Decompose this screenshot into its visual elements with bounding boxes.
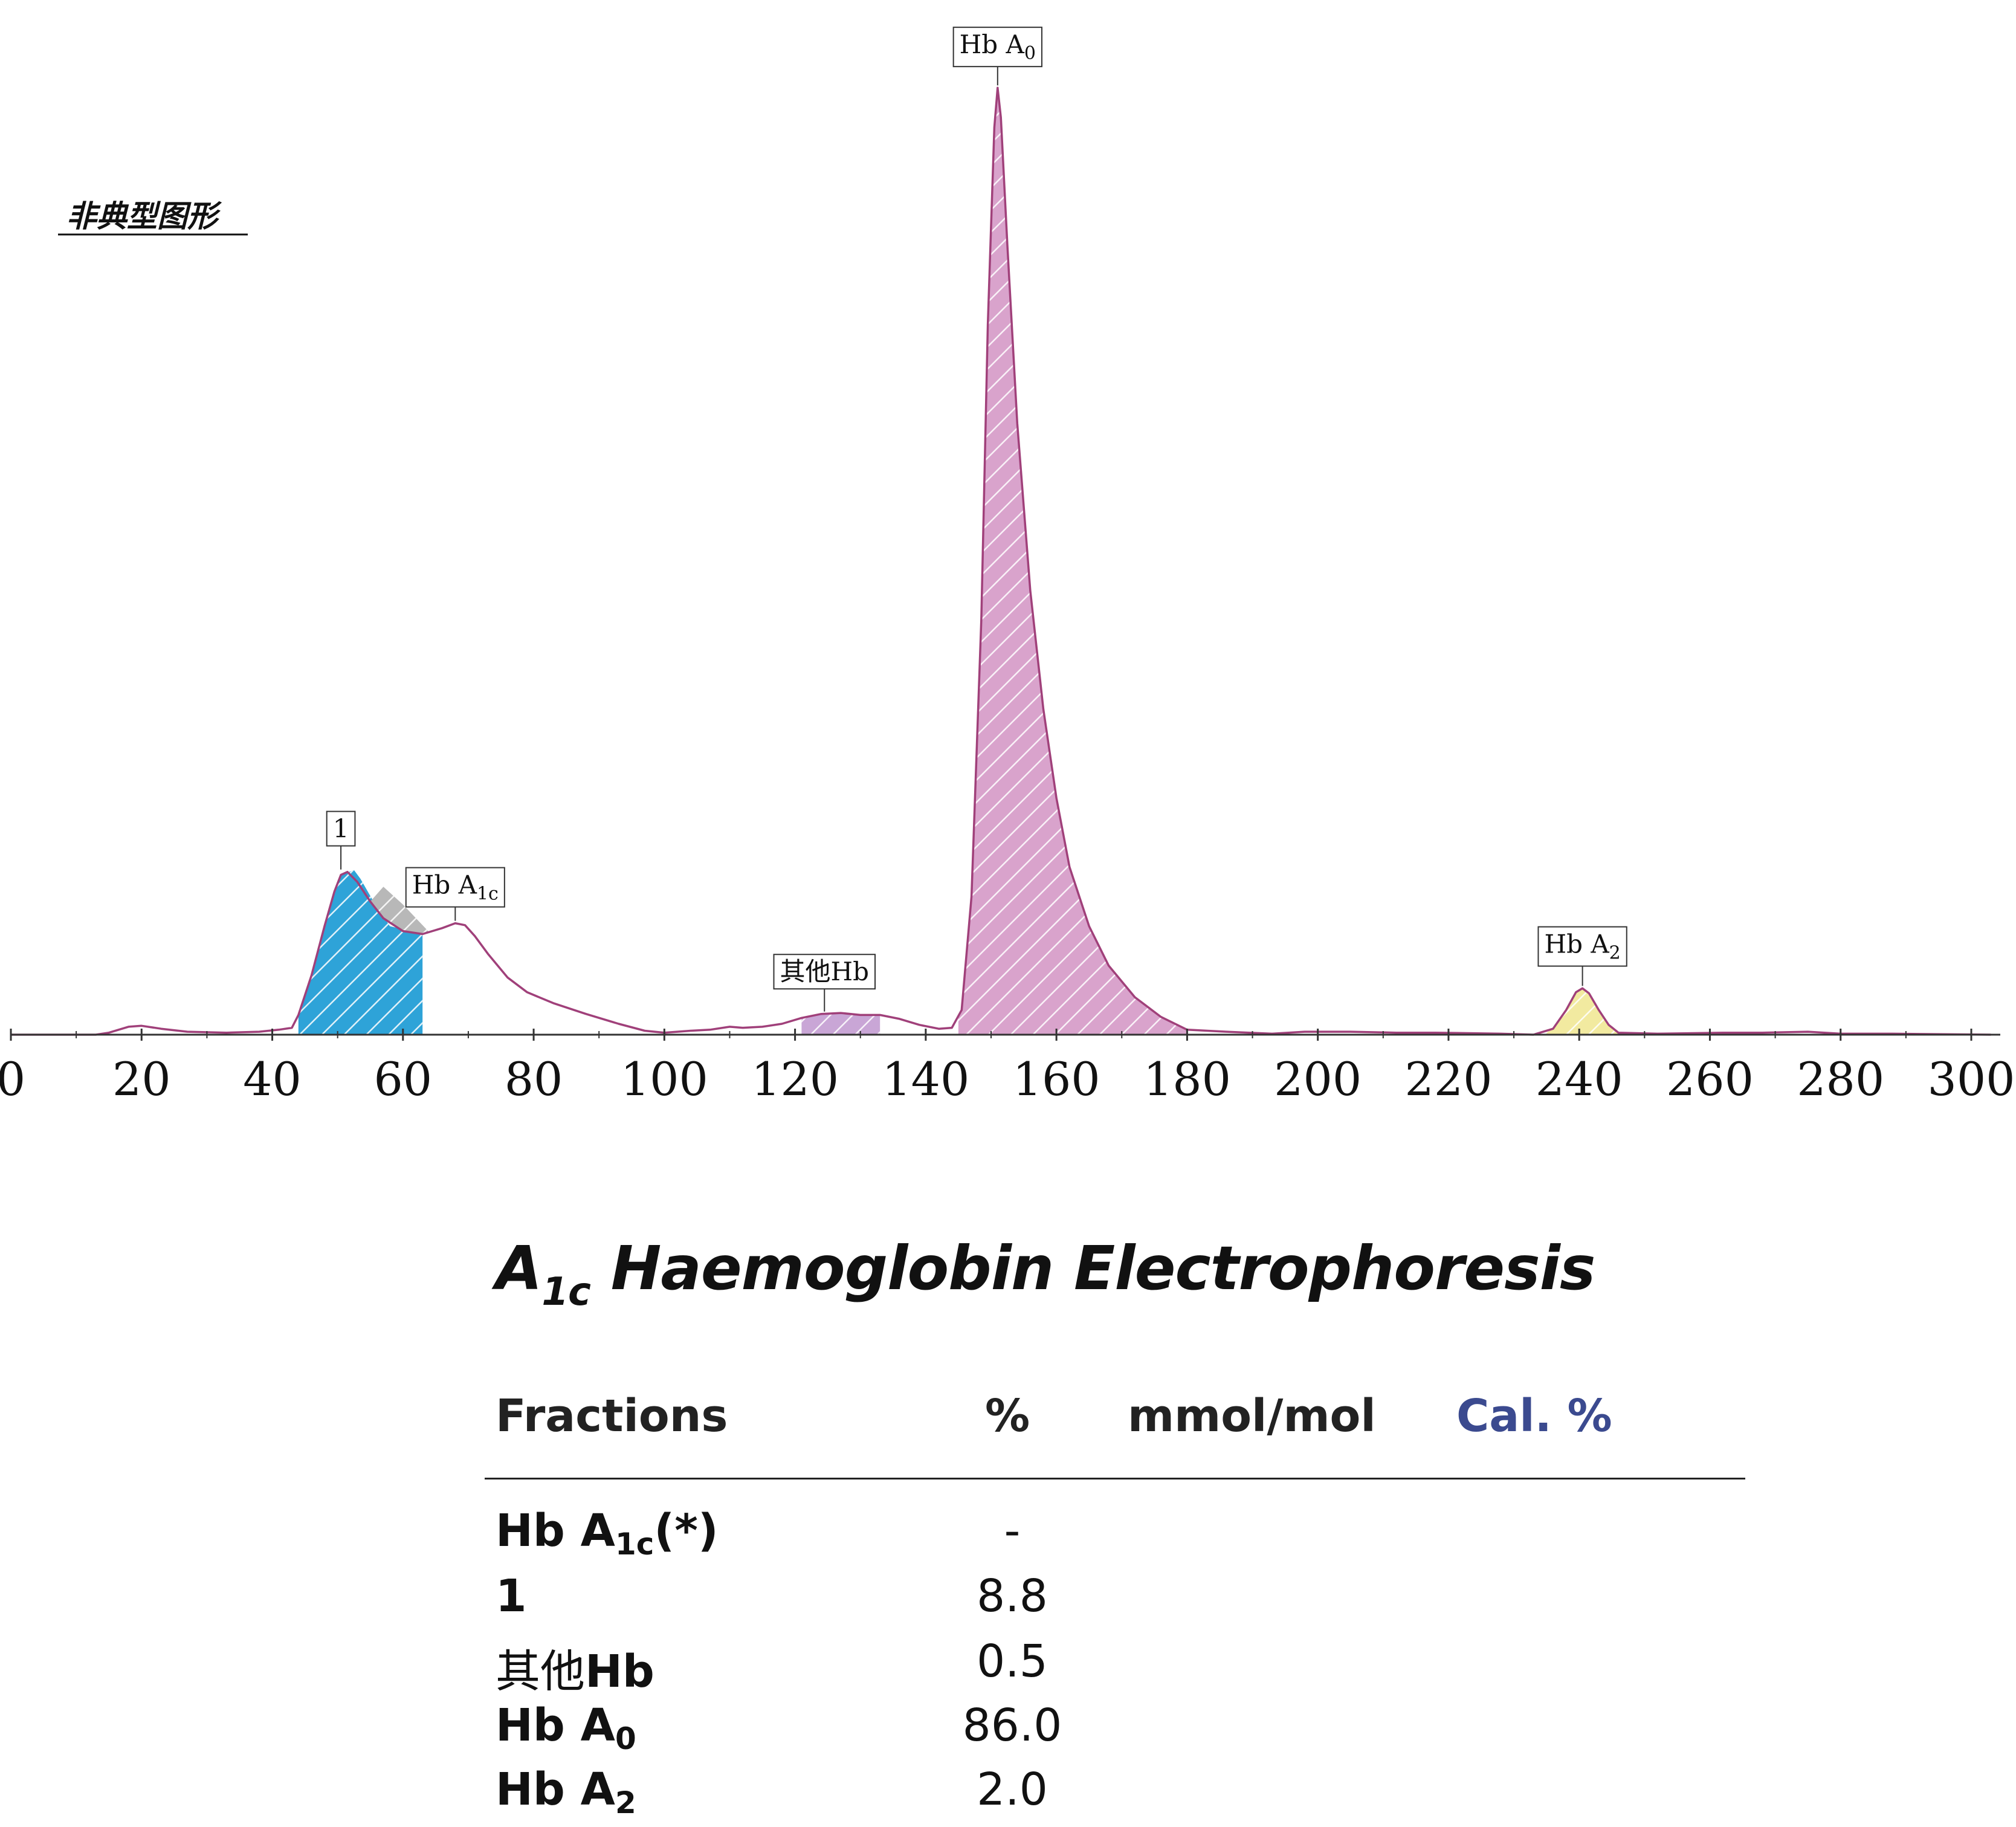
x-tick-label: 200 — [1274, 1052, 1362, 1106]
fraction-name: Hb A1c(*) — [496, 1505, 719, 1562]
fraction-percent: 86.0 — [962, 1699, 1062, 1751]
column-header-percent: % — [985, 1390, 1030, 1442]
peak-label-text: Hb A2 — [1544, 930, 1620, 964]
atypical-pattern-note: 非典型图形 — [66, 198, 222, 234]
x-tick-label: 260 — [1666, 1052, 1754, 1106]
x-tick-label: 140 — [882, 1052, 969, 1106]
peak-label-text: 其他Hb — [780, 957, 870, 986]
fraction-row: Hb A0 86.0 — [0, 1699, 2016, 1763]
column-header-fractions: Fractions — [496, 1390, 728, 1442]
peak-label: Hb A1c — [405, 867, 505, 921]
peak-area-hb-a1c — [370, 887, 430, 934]
x-tick-label: 20 — [112, 1052, 171, 1106]
peak-area--hb — [801, 1013, 880, 1035]
peak-hatch — [370, 887, 430, 934]
peak-label-text: Hb A1c — [412, 870, 499, 905]
peak-hatch — [958, 88, 1187, 1035]
fraction-name: Hb A2 — [496, 1764, 636, 1820]
x-tick-label: 0 — [0, 1052, 25, 1106]
fraction-name: 其他Hb — [496, 1646, 654, 1698]
fraction-name: 1 — [496, 1570, 527, 1622]
fraction-percent: 0.5 — [977, 1635, 1048, 1687]
peak-hatch — [801, 1013, 880, 1035]
fraction-row: 其他Hb 0.5 — [0, 1635, 2016, 1699]
x-tick-label: 160 — [1013, 1052, 1100, 1106]
fraction-row: Hb A2 2.0 — [0, 1764, 2016, 1827]
peak-label-box — [405, 867, 505, 908]
report-title: A1c Haemoglobin Electrophoresis — [496, 1233, 1595, 1314]
x-tick-label: 80 — [505, 1052, 563, 1106]
peak-hatch — [1546, 988, 1619, 1035]
fraction-row: 1 8.8 — [0, 1570, 2016, 1634]
x-tick-label: 220 — [1404, 1052, 1492, 1106]
x-tick-label: 300 — [1927, 1052, 2015, 1106]
peak-label: Hb A2 — [1537, 926, 1627, 986]
x-tick-label: 180 — [1143, 1052, 1231, 1106]
x-tick-label: 100 — [621, 1052, 708, 1106]
peak-label-text: 1 — [333, 814, 349, 844]
peak-area-hb-a2 — [1546, 988, 1619, 1035]
peak-label-text: Hb A0 — [960, 30, 1036, 64]
x-tick-label: 40 — [243, 1052, 302, 1106]
column-header-mmol-per-mol: mmol/mol — [1128, 1390, 1376, 1442]
x-tick-label: 60 — [373, 1052, 432, 1106]
fraction-percent: 8.8 — [977, 1570, 1048, 1622]
peak-label: Hb A0 — [952, 27, 1042, 86]
column-header-cal-percent: Cal. % — [1456, 1390, 1612, 1442]
fraction-percent: - — [1004, 1505, 1021, 1557]
x-tick-label: 280 — [1797, 1052, 1884, 1106]
electrophoresis-curve — [11, 86, 1991, 1036]
peak-label-box — [952, 27, 1042, 68]
fraction-percent: 2.0 — [977, 1764, 1048, 1816]
electrophoresis-chart: 0 20 40 60 80 100 120 140 160 180 200 220 240 260 280 3… — [0, 27, 2015, 1106]
peak-label-box — [1537, 926, 1627, 967]
peak-label-box — [773, 954, 876, 990]
x-tick-label: 120 — [751, 1052, 839, 1106]
peak-label: 其他Hb — [773, 954, 876, 1012]
fraction-name: Hb A0 — [496, 1699, 636, 1756]
fraction-row: Hb A1c(*) - — [0, 1505, 2016, 1568]
peak-area-hb-a0 — [958, 88, 1187, 1035]
header-divider — [485, 1478, 1745, 1479]
x-tick-label: 240 — [1536, 1052, 1623, 1106]
peak-label: 1 — [326, 810, 356, 870]
